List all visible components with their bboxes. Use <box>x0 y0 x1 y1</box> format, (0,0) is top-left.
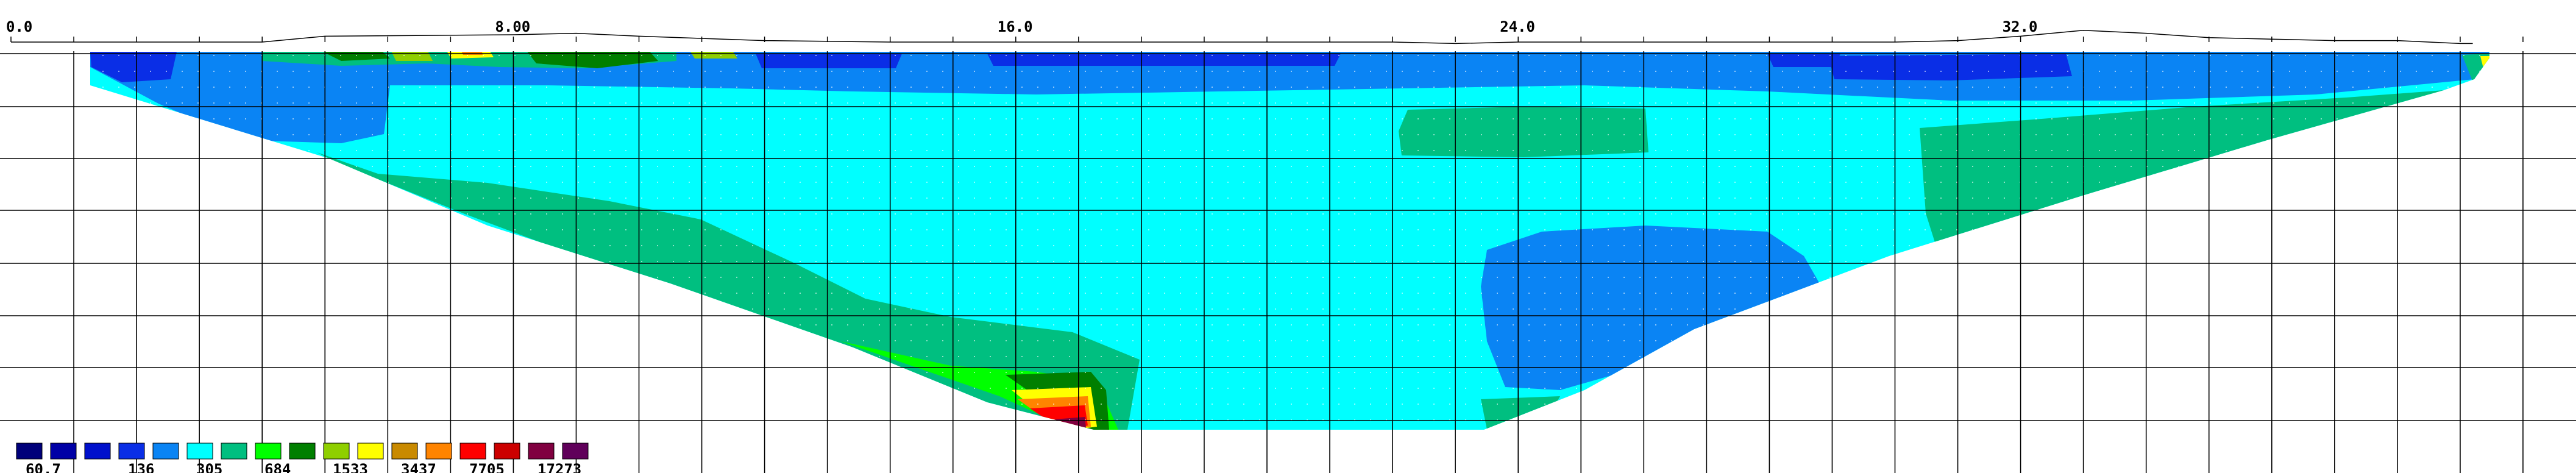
legend-swatch <box>494 443 520 460</box>
legend-swatch <box>289 443 316 460</box>
legend-swatch <box>50 443 77 460</box>
topography-profile <box>11 30 2473 44</box>
legend-swatch <box>323 443 350 460</box>
legend-label: 7705 <box>469 461 505 473</box>
legend-swatch <box>528 443 555 460</box>
legend-label: 305 <box>196 461 222 473</box>
legend-label: 60.7 <box>26 461 61 473</box>
legend-swatch <box>118 443 145 460</box>
legend-swatch <box>391 443 418 460</box>
legend-swatch <box>16 443 43 460</box>
legend-swatch <box>221 443 247 460</box>
legend-swatch <box>84 443 111 460</box>
x-tick-label: 32.0 <box>2003 18 2038 35</box>
legend-swatch <box>425 443 452 460</box>
legend-label: 684 <box>264 461 291 473</box>
x-axis: 0.0 8.00 16.0 24.0 32.0 <box>6 18 2524 42</box>
legend-label: 17273 <box>538 461 581 473</box>
x-tick-label: 8.00 <box>495 18 530 35</box>
topography-line <box>11 30 2473 44</box>
legend-label: 136 <box>128 461 154 473</box>
color-legend: 60.7 136 305 684 1533 3437 7705 17273 <box>16 443 589 473</box>
x-tick-label: 0.0 <box>6 18 32 35</box>
legend-swatch <box>255 443 282 460</box>
x-tick-label: 16.0 <box>998 18 1033 35</box>
grid <box>0 51 2576 473</box>
x-tick-label: 24.0 <box>1500 18 1535 35</box>
legend-label: 1533 <box>333 461 368 473</box>
legend-swatch <box>152 443 179 460</box>
legend-swatch <box>186 443 213 460</box>
legend-swatch <box>357 443 384 460</box>
legend-swatch <box>459 443 486 460</box>
legend-swatch <box>562 443 589 460</box>
legend-label: 3437 <box>401 461 436 473</box>
